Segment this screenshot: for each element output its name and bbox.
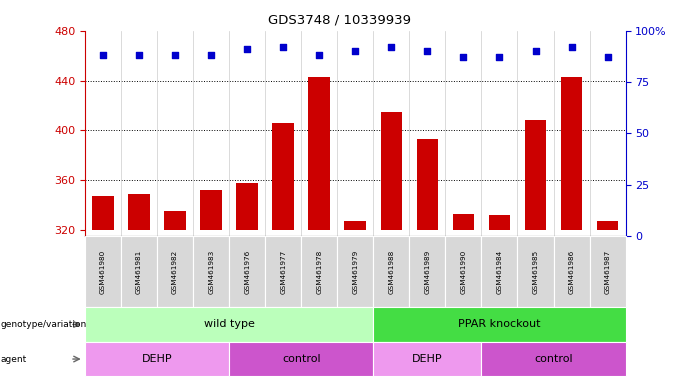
Text: GSM461979: GSM461979 <box>352 250 358 294</box>
Bar <box>453 214 474 230</box>
Text: DEHP: DEHP <box>412 354 443 364</box>
Point <box>350 48 360 54</box>
Text: control: control <box>534 354 573 364</box>
Text: GSM461978: GSM461978 <box>316 250 322 294</box>
Text: GSM461985: GSM461985 <box>532 250 539 294</box>
Text: GSM461982: GSM461982 <box>172 250 178 294</box>
Point <box>205 52 216 58</box>
Text: GSM461976: GSM461976 <box>244 250 250 294</box>
Point <box>566 44 577 50</box>
Text: GSM461983: GSM461983 <box>208 250 214 294</box>
Point <box>98 52 109 58</box>
Text: GSM461986: GSM461986 <box>568 250 575 294</box>
Text: agent: agent <box>1 354 27 364</box>
Point <box>386 44 396 50</box>
Text: GSM461977: GSM461977 <box>280 250 286 294</box>
Text: genotype/variation: genotype/variation <box>1 320 87 329</box>
Bar <box>273 123 294 230</box>
Text: control: control <box>282 354 320 364</box>
Text: DEHP: DEHP <box>141 354 173 364</box>
Text: GSM461981: GSM461981 <box>136 250 142 294</box>
Bar <box>417 139 438 230</box>
Bar <box>309 77 330 230</box>
Text: GSM461988: GSM461988 <box>388 250 394 294</box>
Point <box>313 52 325 58</box>
Bar <box>489 215 510 230</box>
Bar <box>525 120 546 230</box>
Text: wild type: wild type <box>204 319 254 329</box>
Text: GSM461990: GSM461990 <box>460 250 466 294</box>
Bar <box>129 194 150 230</box>
Bar <box>381 112 402 230</box>
Point <box>277 44 288 50</box>
Bar <box>237 183 258 230</box>
Bar <box>201 190 222 230</box>
Text: GDS3748 / 10339939: GDS3748 / 10339939 <box>269 13 411 26</box>
Bar <box>345 221 366 230</box>
Text: GSM461987: GSM461987 <box>605 250 611 294</box>
Point <box>242 46 253 52</box>
Bar <box>92 196 114 230</box>
Point <box>133 52 144 58</box>
Text: PPAR knockout: PPAR knockout <box>458 319 541 329</box>
Bar <box>597 221 618 230</box>
Point <box>458 55 469 61</box>
Point <box>422 48 432 54</box>
Point <box>170 52 181 58</box>
Point <box>494 55 505 61</box>
Text: GSM461984: GSM461984 <box>496 250 503 294</box>
Point <box>602 55 613 61</box>
Text: GSM461980: GSM461980 <box>100 250 106 294</box>
Point <box>530 48 541 54</box>
Text: GSM461989: GSM461989 <box>424 250 430 294</box>
Bar <box>561 77 582 230</box>
Bar <box>165 211 186 230</box>
